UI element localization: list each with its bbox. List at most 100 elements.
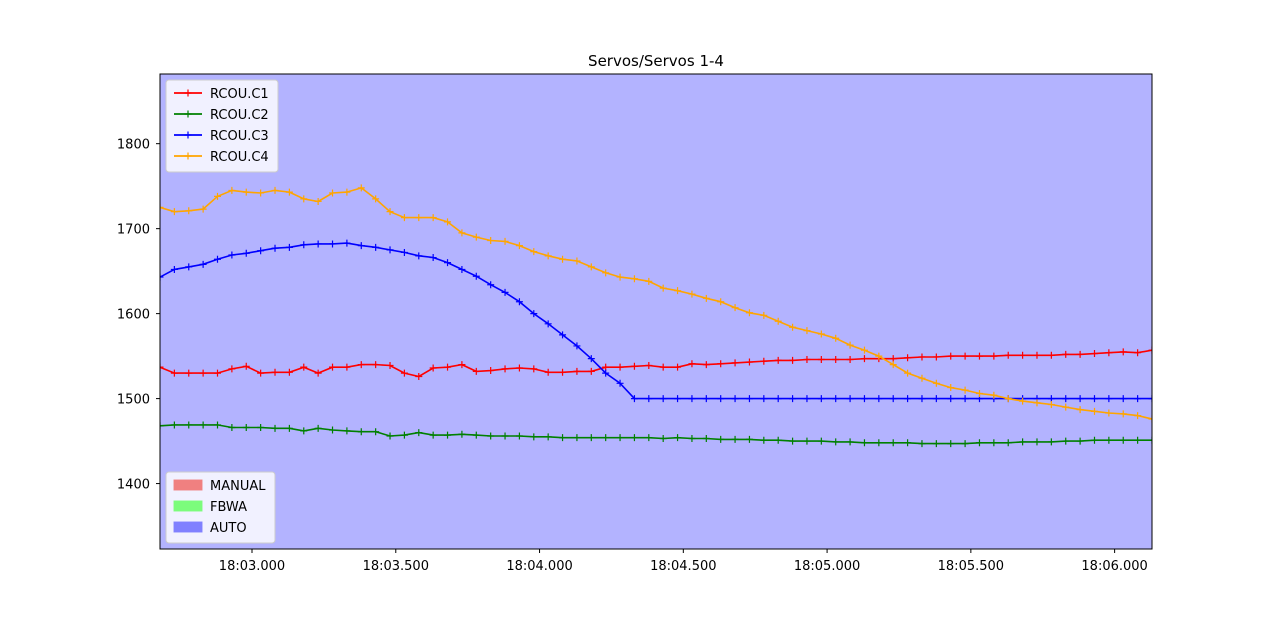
data-point [688,290,696,298]
data-point [1047,438,1055,446]
data-point [415,252,423,260]
data-point [300,241,308,249]
data-point [602,434,610,442]
data-point [932,395,940,403]
data-point [429,254,437,262]
data-point [242,249,250,257]
data-point [745,435,753,443]
data-point [975,439,983,447]
data-point [731,395,739,403]
legend-label: RCOU.C1 [210,87,269,102]
data-point [587,367,595,375]
data-point [1047,395,1055,403]
data-point [1148,395,1152,403]
data-point [645,361,653,369]
data-point [731,435,739,443]
data-point [860,346,868,354]
data-point [415,429,423,437]
data-point [846,356,854,364]
data-point [760,311,768,319]
data-point [271,244,279,252]
data-point [1062,403,1070,411]
data-point [300,427,308,435]
data-point [1134,412,1142,420]
data-point [1105,409,1113,417]
data-point [947,440,955,448]
y-tick-label: 1700 [117,223,150,238]
mode-label: MANUAL [210,479,266,494]
data-point [745,395,753,403]
data-point [185,207,193,215]
data-point [515,364,523,372]
plot-background [160,74,1152,549]
series-rcou-c4 [160,184,1152,423]
data-point [717,435,725,443]
data-point [372,243,380,251]
series-line [160,349,1152,378]
data-point [573,257,581,265]
mode-label: FBWA [210,500,247,515]
data-point [789,437,797,445]
data-point [501,432,509,440]
data-point [975,389,983,397]
x-tick-label: 18:03.000 [219,559,285,574]
series-line [160,424,1152,445]
data-point [803,327,811,335]
data-point [170,208,178,216]
data-point [329,363,337,371]
data-point [889,355,897,363]
series-legend-box [165,79,279,173]
data-point [573,367,581,375]
data-point [458,229,466,237]
legend-marker [184,152,192,160]
data-point [372,428,380,436]
data-point [674,395,682,403]
data-point [228,365,236,373]
data-point [285,188,293,196]
data-point [1004,395,1012,403]
y-tick-label: 1500 [117,393,150,408]
data-point [458,430,466,438]
series-layer [160,184,1152,448]
data-point [1148,436,1152,444]
data-point [1119,348,1127,356]
data-point [889,361,897,369]
data-point [530,248,538,256]
data-point [630,434,638,442]
data-point [559,255,567,263]
data-point [731,359,739,367]
data-point [228,251,236,259]
data-point [659,363,667,371]
data-point [1033,351,1041,359]
data-point [160,273,164,281]
data-point [587,434,595,442]
data-point [587,263,595,271]
data-point [386,361,394,369]
data-point [160,363,164,371]
data-point [1019,351,1027,359]
data-point [789,356,797,364]
data-point [918,440,926,448]
series-rcou-c1 [160,346,1152,381]
data-point [1134,436,1142,444]
data-point [817,356,825,364]
data-point [904,354,912,362]
data-point [199,421,207,429]
series-rcou-c3 [160,239,1152,403]
data-point [559,434,567,442]
data-point [501,365,509,373]
x-axis: 18:03.000 18:03.500 18:04.000 18:04.500 18:0… [219,549,1148,574]
data-point [1033,399,1041,407]
data-point [501,237,509,245]
data-point [242,188,250,196]
data-point [472,233,480,241]
data-point [947,384,955,392]
data-point [544,320,552,328]
data-point [185,421,193,429]
series-line [160,187,1152,420]
data-point [199,369,207,377]
data-point [587,355,595,363]
data-point [357,242,365,250]
data-point [616,363,624,371]
